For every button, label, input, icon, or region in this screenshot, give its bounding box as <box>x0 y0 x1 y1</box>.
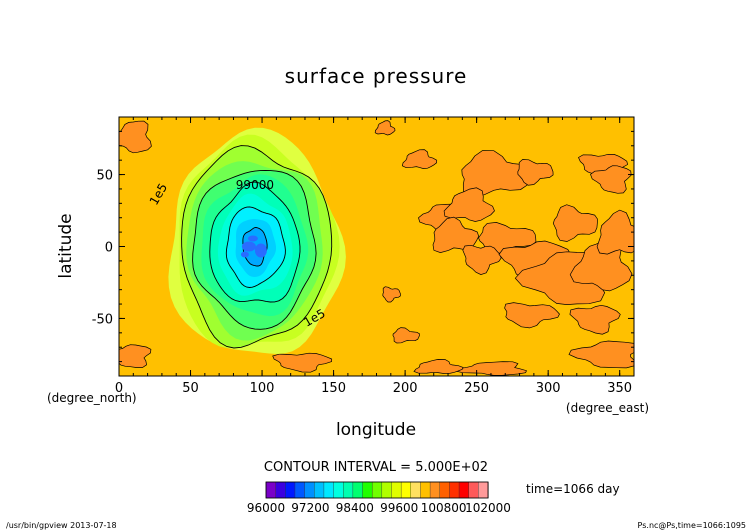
minimum-patch <box>254 243 267 258</box>
colorbar-swatch <box>439 481 450 499</box>
high-pressure-anomalies <box>119 120 634 376</box>
colorbar-swatch <box>285 481 296 499</box>
high-pressure-patch <box>374 120 396 136</box>
colorbar-swatch <box>294 481 306 499</box>
colorbar-swatch <box>429 481 441 499</box>
colorbar-tick-label: 100800 <box>421 501 467 515</box>
chart-title: surface pressure <box>285 64 468 88</box>
minimum-patch <box>241 241 256 252</box>
colorbar-swatch <box>343 481 354 499</box>
colorbar-tick-label: 102000 <box>465 501 511 515</box>
high-pressure-patch <box>401 149 438 169</box>
colorbar-tick-label: 96000 <box>247 501 285 515</box>
high-pressure-patch <box>443 187 495 222</box>
high-pressure-patch <box>462 244 502 275</box>
y-axis-unit: (degree_north) <box>47 391 137 405</box>
colorbar-swatch <box>400 481 412 499</box>
colorbar-frame <box>265 481 489 499</box>
colorbar-swatch <box>410 481 422 499</box>
high-pressure-patch <box>382 286 401 303</box>
minimum-patch <box>247 235 258 242</box>
x-tick-label: 0 <box>115 381 123 396</box>
high-pressure-patch <box>413 359 464 374</box>
x-tick-label: 300 <box>536 381 561 396</box>
colorbar-swatch <box>323 481 335 499</box>
plot-area <box>119 117 634 376</box>
colorbar-tick-label: 97200 <box>291 501 329 515</box>
colorbar-swatch <box>420 481 431 499</box>
colorbar-swatch <box>478 481 489 499</box>
x-axis-unit: (degree_east) <box>566 401 649 415</box>
colorbar-swatch <box>304 481 315 499</box>
colorbar-swatch <box>449 481 460 499</box>
high-pressure-patch <box>568 340 634 369</box>
x-tick-label: 100 <box>250 381 275 396</box>
high-pressure-patch <box>119 120 152 154</box>
x-tick-label: 50 <box>182 381 199 396</box>
colorbar-swatch <box>275 481 286 499</box>
high-pressure-patch <box>478 222 537 255</box>
colorbar-swatch <box>362 481 373 499</box>
high-pressure-patch <box>569 304 621 335</box>
high-pressure-patch <box>596 209 634 255</box>
high-pressure-patch <box>272 352 333 373</box>
colorbar-swatch <box>468 481 479 499</box>
x-tick-label: 150 <box>321 381 346 396</box>
x-tick-label: 350 <box>607 381 632 396</box>
high-pressure-patch <box>392 327 420 344</box>
high-pressure-patch <box>461 150 533 197</box>
axis-ticks: 0 50 100 150 200 250 300 350 50 0 -50 <box>92 117 635 396</box>
colorbar-swatch <box>333 481 344 499</box>
low-pressure-field <box>168 127 346 354</box>
high-pressure-patch <box>590 165 632 194</box>
x-tick-label: 200 <box>393 381 418 396</box>
colorbar-swatch <box>458 481 470 499</box>
footer-left: /usr/bin/gpview 2013-07-18 <box>6 521 117 530</box>
y-axis-label: latitude <box>56 213 76 278</box>
colorbar-swatch <box>391 481 402 499</box>
y-tick-label: 50 <box>96 169 113 184</box>
colorbar-tick-label: 99600 <box>380 501 418 515</box>
colorbar-swatch <box>381 481 393 499</box>
colorbar-swatch <box>371 481 383 499</box>
x-tick-label: 250 <box>464 381 489 396</box>
high-pressure-patch <box>119 344 152 368</box>
x-axis-label: longitude <box>336 420 416 440</box>
high-pressure-patch <box>504 302 560 329</box>
contour-label: 99000 <box>236 178 274 192</box>
colorbar-swatch <box>265 481 277 499</box>
contour-interval-text: CONTOUR INTERVAL = 5.000E+02 <box>264 460 488 475</box>
footer-right: Ps.nc@Ps,time=1066:1095 <box>638 521 746 530</box>
colorbar-swatch <box>314 481 325 499</box>
y-tick-label: 0 <box>105 241 113 256</box>
high-pressure-patch <box>517 159 554 186</box>
y-tick-label: -50 <box>92 312 113 327</box>
minimum-patch <box>240 251 249 258</box>
high-pressure-patch <box>552 204 598 242</box>
colorbar-tick-label: 98400 <box>336 501 374 515</box>
colorbar-swatch <box>352 481 364 499</box>
time-text: time=1066 day <box>526 482 620 496</box>
